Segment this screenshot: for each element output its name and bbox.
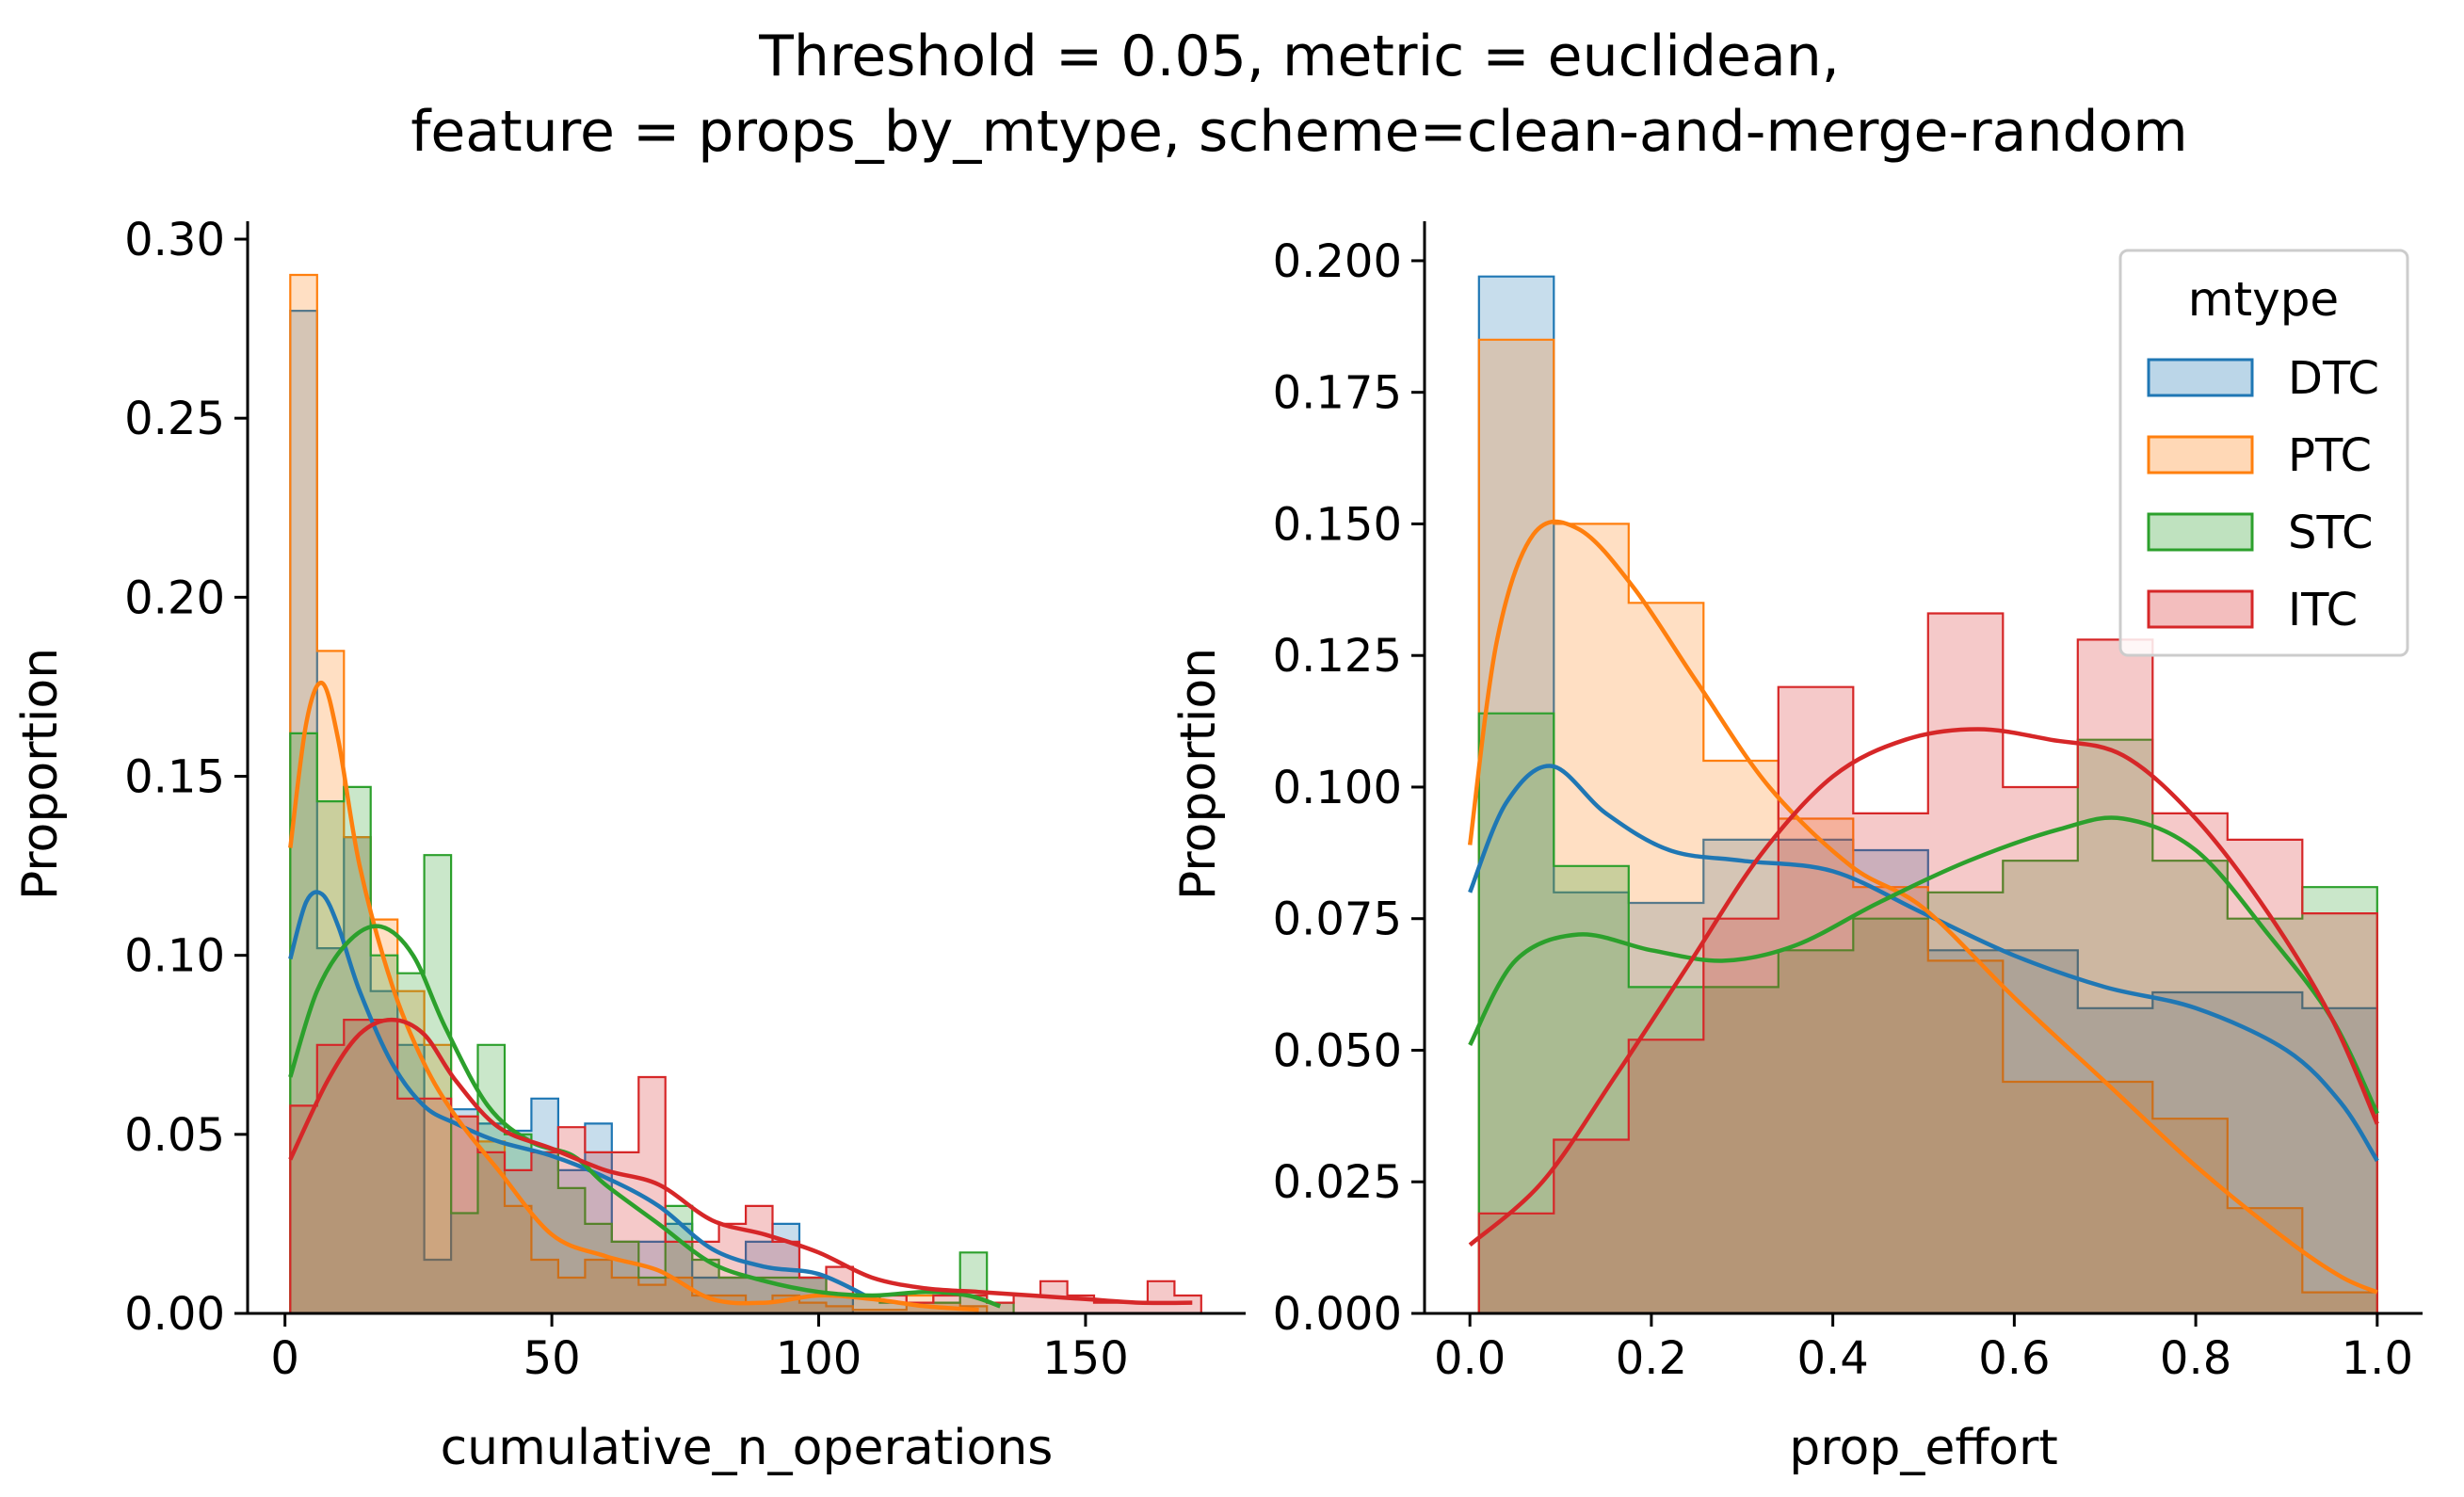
kde-line-ptc	[1467, 519, 2378, 1295]
kde-line-itc	[1468, 727, 2379, 1247]
x-tick-label: 100	[776, 1332, 862, 1385]
histogram-ptc-series	[1477, 338, 2378, 1315]
x-tick-label: 0	[270, 1332, 299, 1385]
x-tick-label: 1.0	[2342, 1332, 2413, 1385]
kde-line-dtc	[288, 890, 874, 1301]
x-tick-label: 0.6	[1978, 1332, 2050, 1385]
legend-swatch-stc	[2147, 512, 2254, 552]
y-tick-label: 0.05	[124, 1109, 225, 1162]
y-tick-label: 0.10	[124, 930, 225, 983]
legend: mtype DTC PTC STC ITC	[2118, 249, 2409, 657]
legend-swatch-itc	[2147, 589, 2254, 629]
y-tick-label: 0.025	[1273, 1156, 1402, 1209]
legend-label-dtc: DTC	[2288, 352, 2379, 405]
y-axis-label: Proportion	[12, 648, 69, 900]
figure-title-line1: Threshold = 0.05, metric = euclidean,	[758, 24, 1840, 89]
y-tick-label: 0.30	[124, 214, 225, 266]
y-tick-label: 0.00	[124, 1288, 225, 1341]
x-axis-label: prop_effort	[1789, 1420, 2057, 1476]
kde-line-itc	[288, 1017, 1193, 1306]
kde-line-stc	[1468, 815, 2379, 1115]
x-tick-label: 0.0	[1434, 1332, 1506, 1385]
y-axis-label: Proportion	[1170, 648, 1227, 900]
x-tick-label: 0.8	[2160, 1332, 2231, 1385]
x-tick-label: 0.4	[1796, 1332, 1868, 1385]
legend-title: mtype	[2188, 272, 2339, 327]
legend-swatch-dtc	[2147, 358, 2254, 397]
legend-frame	[2118, 249, 2409, 657]
y-tick-label: 0.075	[1273, 893, 1402, 946]
legend-label-itc: ITC	[2288, 584, 2358, 636]
y-tick-label: 0.200	[1273, 235, 1402, 288]
y-tick-label: 0.150	[1273, 498, 1402, 551]
figure-title-line2: feature = props_by_mtype, scheme=clean-a…	[411, 99, 2187, 165]
y-tick-label: 0.125	[1273, 630, 1402, 683]
histogram-stc-series	[1477, 712, 2378, 1315]
right-histogram-panel: 0.000 0.025 0.050 0.075 0.100 0.125 0.150 0.175…	[1170, 221, 2423, 1476]
left-histogram-panel: 0.00 0.05 0.10 0.15 0.20 0.25 0.30 0 50 100 150 cum…	[12, 214, 1246, 1476]
kde-line-dtc	[1468, 764, 2379, 1163]
x-tick-label: 50	[523, 1332, 581, 1385]
histogram-ptc-series	[289, 273, 1201, 1315]
legend-label-stc: STC	[2288, 507, 2374, 559]
y-tick-label: 0.000	[1273, 1288, 1402, 1341]
kde-line-ptc	[288, 681, 979, 1312]
y-tick-label: 0.175	[1273, 367, 1402, 420]
y-tick-label: 0.20	[124, 571, 225, 624]
y-tick-label: 0.15	[124, 751, 225, 804]
x-axis-label: cumulative_n_operations	[441, 1420, 1054, 1476]
y-tick-label: 0.25	[124, 393, 225, 445]
x-tick-label: 0.2	[1616, 1332, 1687, 1385]
y-tick-label: 0.050	[1273, 1024, 1402, 1077]
x-tick-label: 150	[1042, 1332, 1129, 1385]
histogram-itc-series	[1477, 612, 2378, 1315]
legend-label-ptc: PTC	[2288, 429, 2372, 482]
legend-swatch-ptc	[2147, 435, 2254, 475]
y-tick-label: 0.100	[1273, 762, 1402, 814]
